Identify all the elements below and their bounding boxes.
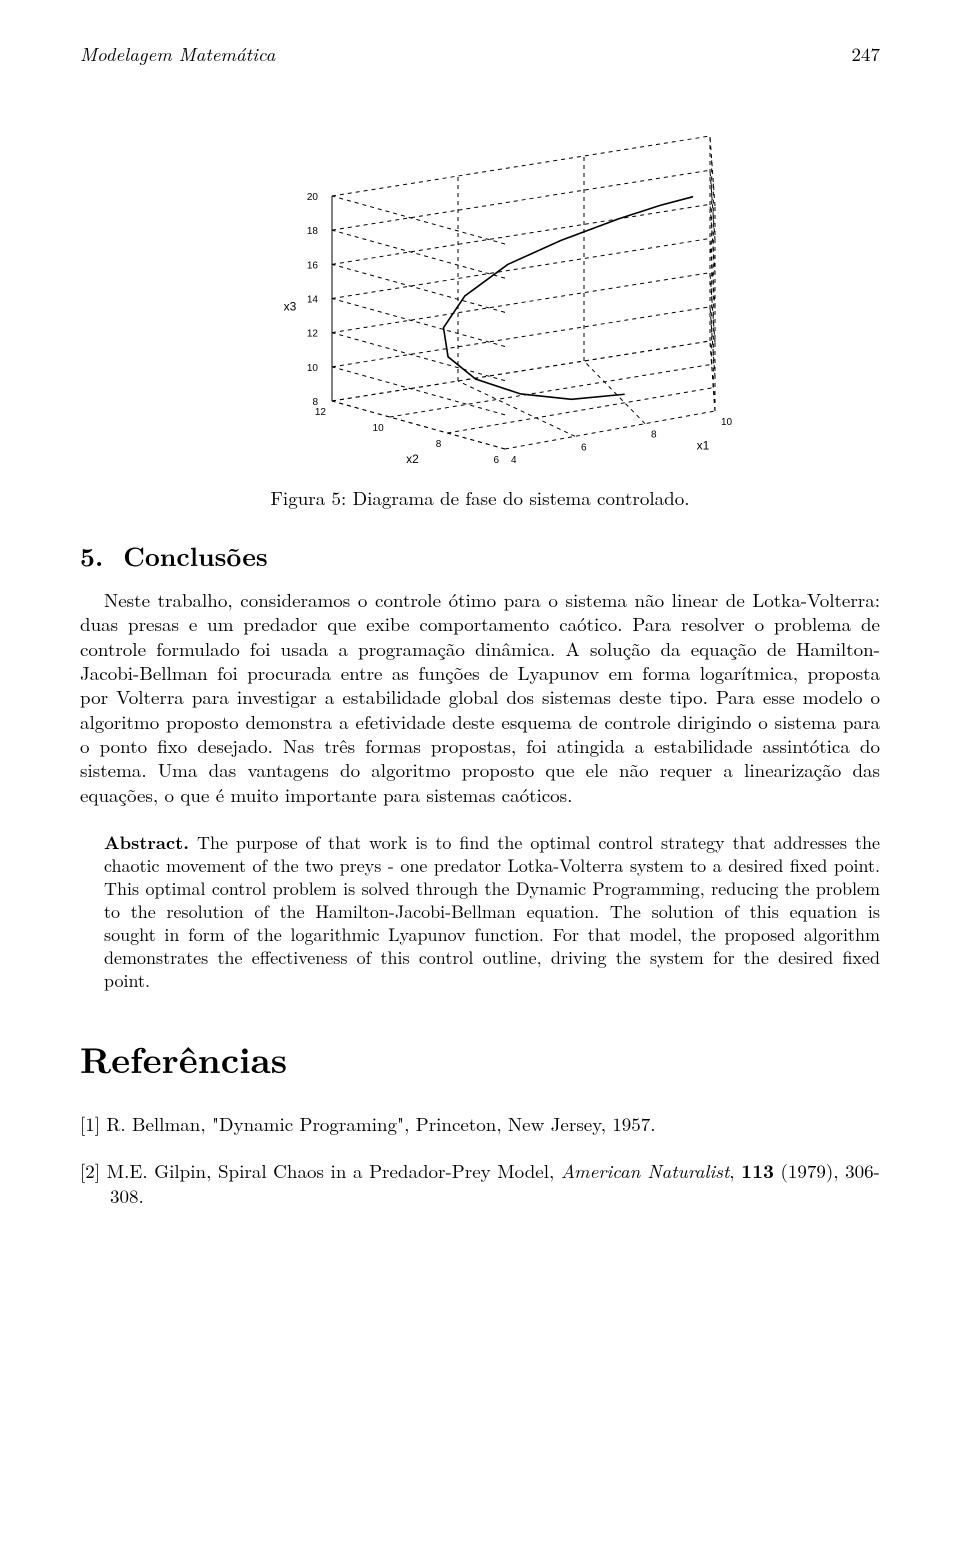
svg-text:12: 12 xyxy=(307,329,319,340)
svg-text:x2: x2 xyxy=(406,452,419,466)
section-title: Conclusões xyxy=(123,537,267,574)
running-header: Modelagem Matemática 247 xyxy=(80,40,880,67)
svg-text:8: 8 xyxy=(651,430,657,441)
page-number: 247 xyxy=(851,40,880,67)
abstract-text: The purpose of that work is to find the … xyxy=(104,830,880,993)
svg-text:6: 6 xyxy=(581,442,587,453)
svg-text:20: 20 xyxy=(307,192,319,203)
svg-text:8: 8 xyxy=(436,439,442,450)
conclusions-paragraph: Neste trabalho, consideramos o controle … xyxy=(80,588,880,807)
svg-text:4: 4 xyxy=(511,455,517,466)
figure-5: 810121416182068101246810x3x2x1 xyxy=(80,111,880,476)
svg-text:10: 10 xyxy=(373,423,385,434)
phase-diagram-3d: 810121416182068101246810x3x2x1 xyxy=(210,111,750,476)
figure-caption: Figura 5: Diagrama de fase do sistema co… xyxy=(80,484,880,511)
svg-text:x1: x1 xyxy=(697,439,710,453)
svg-text:10: 10 xyxy=(721,417,733,428)
references-heading: Referências xyxy=(80,1032,880,1084)
abstract-label: Abstract. xyxy=(104,830,189,855)
svg-text:x3: x3 xyxy=(284,300,297,314)
svg-text:6: 6 xyxy=(493,455,499,466)
svg-text:12: 12 xyxy=(315,407,327,418)
section-number: 5. xyxy=(80,537,103,574)
reference-item: [1] R. Bellman, "Dynamic Programing", Pr… xyxy=(80,1112,880,1136)
svg-text:16: 16 xyxy=(307,260,319,271)
svg-text:10: 10 xyxy=(307,363,319,374)
svg-text:18: 18 xyxy=(307,226,319,237)
abstract-paragraph: Abstract. The purpose of that work is to… xyxy=(104,831,880,992)
svg-text:14: 14 xyxy=(307,295,319,306)
running-title: Modelagem Matemática xyxy=(80,40,275,67)
section-heading: 5. Conclusões xyxy=(80,537,880,574)
reference-item: [2] M.E. Gilpin, Spiral Chaos in a Preda… xyxy=(80,1158,880,1208)
